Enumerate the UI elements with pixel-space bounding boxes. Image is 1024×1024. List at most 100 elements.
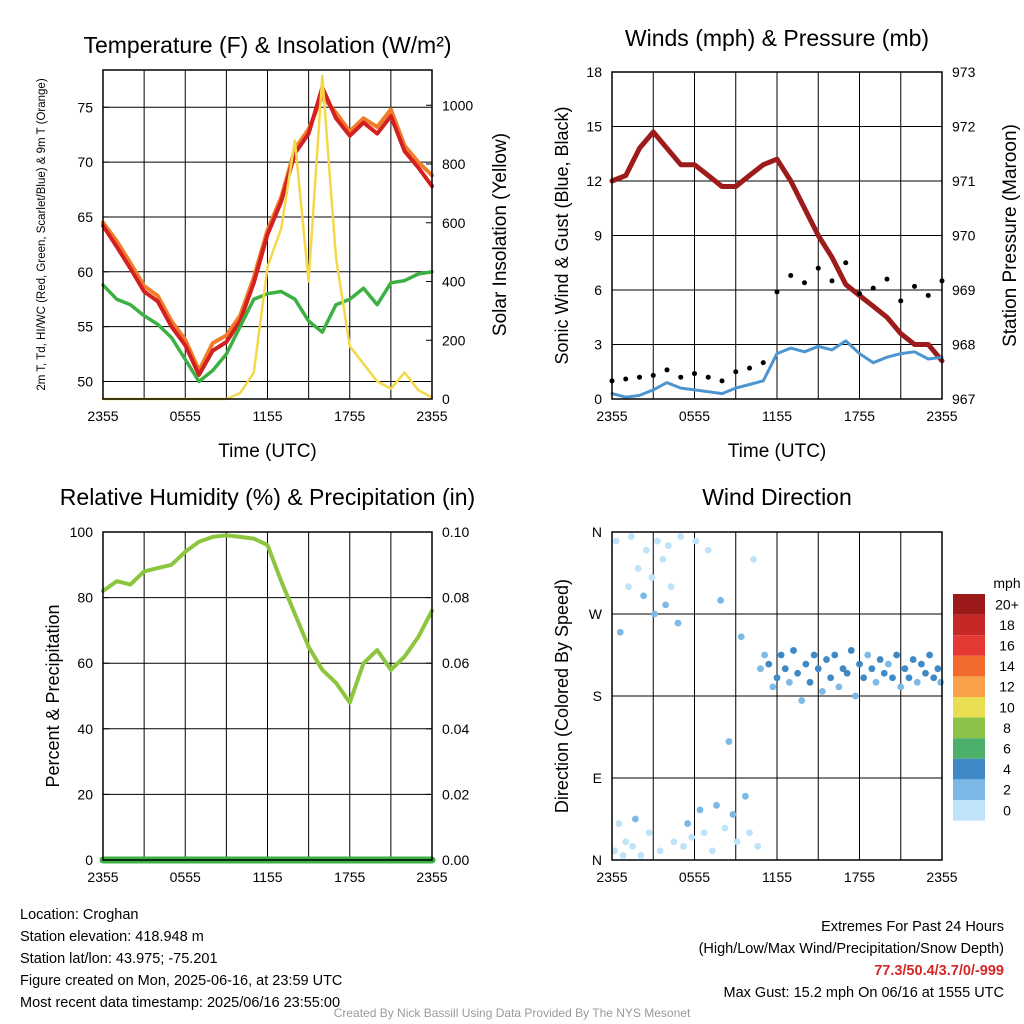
point-wind-direction (653, 537, 661, 545)
point-wind-direction (746, 829, 753, 837)
x-axis-label: Time (UTC) (218, 441, 317, 462)
point-wind-direction (634, 565, 642, 572)
y2-tick-label: 200 (442, 332, 466, 348)
point-wind-direction (930, 674, 938, 682)
point-wind-direction (934, 665, 942, 673)
y-tick-label: 9 (594, 228, 602, 244)
point-wind-direction (717, 596, 725, 604)
point-wind-direction (835, 683, 843, 691)
point-wind-direction (612, 537, 620, 545)
point-gust (898, 298, 904, 304)
legend-swatch (953, 738, 985, 759)
x-tick-label: 1755 (334, 869, 365, 885)
point-wind-direction (851, 692, 859, 700)
point-wind-direction (777, 651, 785, 659)
y-tick-label: N (592, 524, 602, 540)
point-wind-direction (677, 533, 685, 540)
legend-label: 2 (1003, 782, 1011, 798)
x-tick-label: 0555 (679, 869, 710, 885)
x-tick-label: 2355 (87, 869, 118, 885)
point-wind-direction (810, 651, 818, 659)
legend-swatch (953, 676, 985, 697)
y-tick-label: 60 (77, 264, 93, 280)
point-gust (843, 260, 849, 266)
latlon-line: Station lat/lon: 43.975; -75.201 (20, 951, 218, 967)
y-axis-label: 2m T, Td, HI/WC (Red, Green, Scarlet/Blu… (36, 78, 48, 390)
series-line-wind (610, 339, 944, 399)
point-wind-direction (637, 852, 645, 859)
y2-tick-label: 400 (442, 274, 466, 290)
chart-temperature: Temperature (F) & Insolation (W/m²) 50 55 6… (36, 32, 511, 462)
point-gust (760, 360, 766, 366)
legend-swatch (953, 717, 985, 739)
elevation-line: Station elevation: 418.948 m (20, 929, 204, 945)
legend-label: 10 (999, 699, 1015, 715)
legend-label: 4 (1003, 761, 1011, 777)
y-axis-label: Direction (Colored By Speed) (552, 579, 572, 813)
point-wind-direction (640, 592, 648, 600)
point-wind-direction (897, 683, 905, 691)
point-gust (870, 285, 876, 291)
x-tick-label: 2355 (87, 408, 118, 424)
point-wind-direction (704, 546, 712, 554)
point-wind-direction (662, 601, 670, 609)
y2-tick-label: 973 (952, 64, 976, 80)
legend-label: 18 (999, 617, 1015, 633)
y-tick-label: 40 (77, 721, 93, 737)
x-tick-label: 1755 (844, 869, 875, 885)
plot-frame (102, 531, 433, 861)
point-gust (747, 365, 752, 371)
x-tick-label: 2355 (926, 869, 957, 885)
point-wind-direction (823, 656, 830, 663)
point-wind-direction (880, 669, 888, 677)
point-wind-direction (627, 533, 635, 540)
chart-title: Wind Direction (702, 484, 852, 510)
y-tick-label: E (593, 770, 602, 786)
x-tick-label: 2355 (416, 408, 447, 424)
point-wind-direction (664, 542, 672, 550)
point-wind-direction (761, 651, 769, 659)
point-wind-direction (893, 651, 901, 659)
point-wind-direction (688, 833, 696, 841)
point-wind-direction (926, 651, 934, 659)
chart-humidity: Relative Humidity (%) & Precipitation (i… (43, 484, 475, 885)
y-tick-label: 3 (594, 337, 602, 353)
location-line: Location: Croghan (20, 907, 139, 923)
chart-title: Winds (mph) & Pressure (mb) (625, 25, 929, 51)
point-wind-direction (684, 820, 692, 827)
x-tick-label: 2355 (926, 408, 957, 424)
point-wind-direction (615, 820, 623, 827)
legend-swatch (953, 697, 985, 718)
x-tick-label: 1155 (252, 408, 282, 424)
point-wind-direction (642, 546, 650, 554)
y-tick-label: 65 (77, 209, 93, 225)
point-gust (912, 283, 917, 289)
x-tick-label: 0555 (679, 408, 710, 424)
point-wind-direction (864, 651, 872, 659)
point-wind-direction (905, 674, 913, 682)
point-wind-direction (737, 633, 745, 641)
point-wind-direction (868, 665, 876, 673)
point-gust (664, 367, 670, 373)
point-wind-direction (860, 674, 868, 682)
point-wind-direction (708, 847, 716, 855)
y2-tick-label: 1000 (442, 97, 473, 113)
point-wind-direction (680, 842, 687, 850)
legend-label: 8 (1003, 720, 1011, 736)
extremes-panel: Extremes For Past 24 Hours (High/Low/Max… (699, 916, 1004, 1004)
point-wind-direction (651, 610, 659, 618)
y-tick-label: 0 (85, 852, 93, 868)
point-wind-direction (901, 665, 909, 673)
legend-swatch (953, 779, 985, 800)
y2-tick-label: 0.04 (442, 721, 469, 737)
y-tick-label: 75 (77, 99, 93, 115)
point-wind-direction (765, 660, 773, 668)
point-wind-direction (741, 792, 749, 800)
x-tick-label: 1755 (334, 408, 365, 424)
y-tick-label: 20 (77, 786, 93, 802)
point-wind-direction (729, 811, 737, 818)
point-gust (815, 265, 821, 271)
point-gust (719, 378, 725, 384)
point-gust (884, 276, 890, 282)
